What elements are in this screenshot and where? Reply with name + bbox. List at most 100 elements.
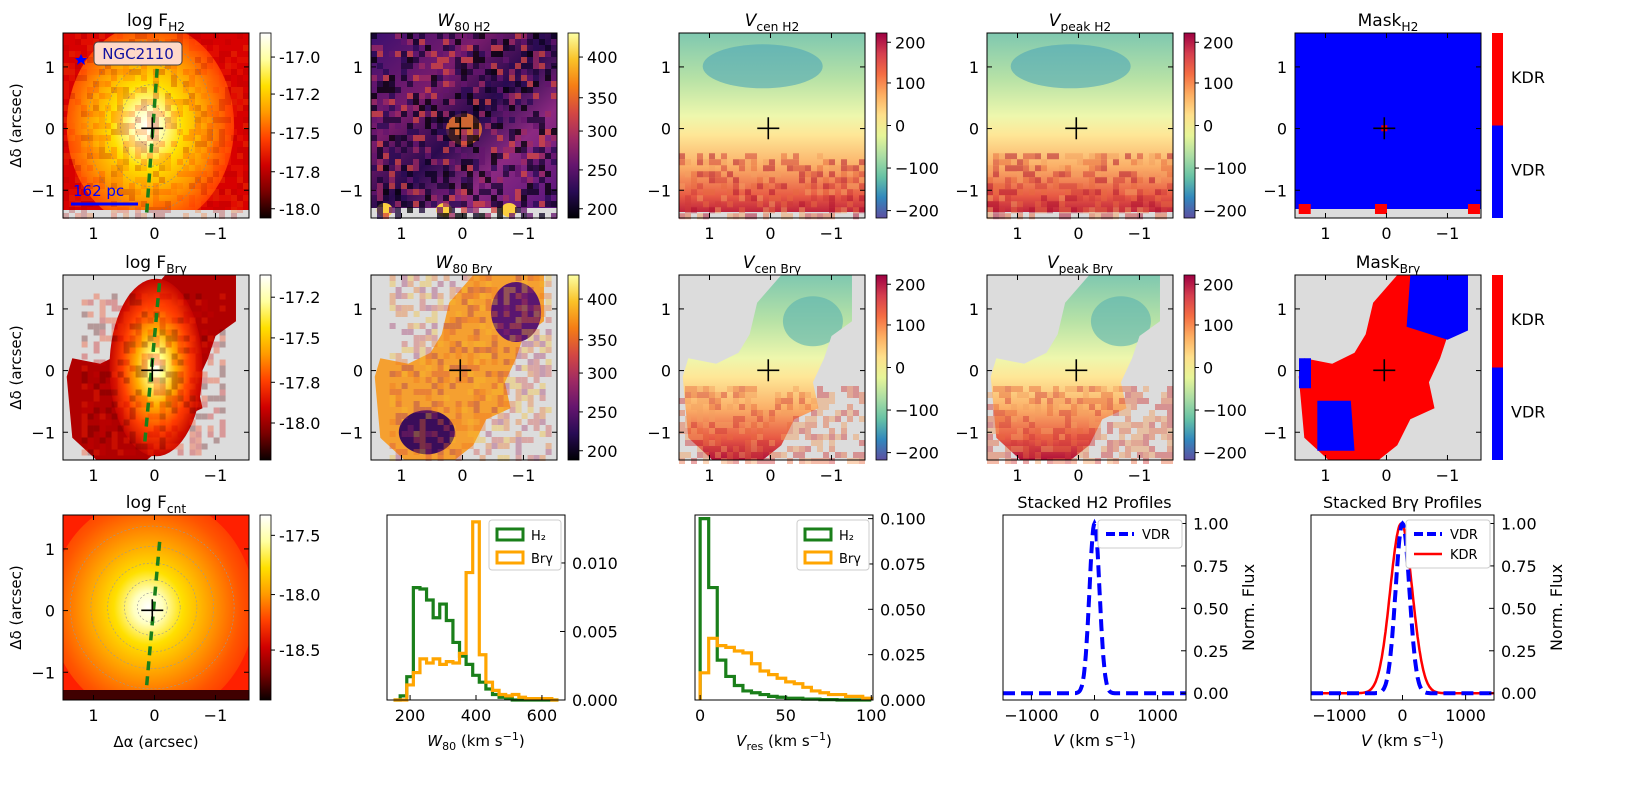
y-tick-label: 0.100 — [880, 510, 926, 529]
axes-frame — [370, 32, 558, 219]
x-tick-label: −1 — [820, 224, 844, 243]
y-tick-label: −1 — [1263, 423, 1287, 442]
y-tick-label: 1 — [1277, 300, 1287, 319]
legend — [796, 519, 870, 571]
colorbar-label: 0 — [895, 359, 905, 378]
colorbar-w80-brg — [567, 274, 580, 461]
x-tick-label: 1 — [88, 466, 98, 485]
x-axis-label: Δα (arcsec) — [113, 733, 198, 751]
x-tick-label: 1 — [704, 466, 714, 485]
axes-frame — [678, 32, 866, 219]
colorbar-label: −100 — [1203, 159, 1247, 178]
map-pixels — [679, 386, 865, 464]
target-label: NGC2110 — [102, 45, 174, 63]
vres_hist-bar-Brγ — [698, 636, 873, 700]
colorbar-label: 300 — [587, 122, 618, 141]
map-pixels — [81, 293, 226, 456]
colorbar-label: 200 — [587, 200, 618, 219]
colorbar-mask-brg — [1492, 275, 1503, 460]
x-tick-label: 200 — [395, 706, 426, 725]
colorbar-label: −200 — [1203, 444, 1247, 463]
axes-frame — [62, 32, 250, 219]
x-tick-label: 0 — [457, 466, 467, 485]
y-tick-label: −1 — [31, 423, 55, 442]
colorbar-vpeak_h2 — [1183, 32, 1196, 219]
colorbar-label: -17.8 — [279, 163, 320, 182]
y-tick-label: 1 — [353, 58, 363, 77]
y-tick-label: −1 — [647, 423, 671, 442]
legend-swatch-Brγ — [803, 550, 833, 565]
legend-label: VDR — [1450, 528, 1478, 543]
y-tick-label: 0.000 — [572, 691, 618, 710]
map-pixels — [679, 153, 865, 220]
x-tick-label: 0 — [149, 466, 159, 485]
x-tick-label: −1 — [512, 224, 536, 243]
legend-label: KDR — [1450, 548, 1478, 563]
colorbar-label: 400 — [587, 48, 618, 67]
x-tick-label: 1 — [88, 224, 98, 243]
x-tick-label: 400 — [461, 706, 492, 725]
x-tick-label: 0 — [149, 224, 159, 243]
colorbar-label: 200 — [895, 275, 926, 294]
colorbar-label: −200 — [895, 202, 939, 221]
panel-title-vpeak_brg: Vpeak Brγ — [1047, 253, 1113, 276]
y-tick-label: 0 — [969, 120, 979, 139]
colorbar-vpeak_brg — [1183, 274, 1196, 461]
x-tick-label: −1 — [1436, 466, 1460, 485]
y-tick-label: 0.010 — [572, 554, 618, 573]
x-tick-label: −1 — [1128, 224, 1152, 243]
axes-frame — [62, 274, 250, 461]
panel-title-mask-brg: MaskBrγ — [1356, 253, 1420, 276]
colorbar-label: -17.5 — [279, 124, 320, 143]
x-tick-label: 0 — [1073, 224, 1083, 243]
colorbar-vcen_brg — [875, 274, 888, 461]
colorbar-label: 250 — [587, 403, 618, 422]
y-tick-label: 0.000 — [880, 691, 926, 710]
colorbar-flux-cnt — [259, 514, 272, 701]
colorbar-label: 0 — [1203, 117, 1213, 136]
x-tick-label: 0 — [765, 224, 775, 243]
colorbar-label: −100 — [895, 401, 939, 420]
colorbar-label-vdr: VDR — [1511, 402, 1545, 421]
x-tick-label: −1000 — [1312, 706, 1366, 725]
y-axis-label: Δδ (arcsec) — [7, 325, 25, 409]
legend-label: Brγ — [839, 552, 861, 567]
colorbar-label: -17.0 — [279, 48, 320, 67]
colorbar-label: 350 — [587, 331, 618, 350]
legend — [488, 519, 562, 571]
colorbar-label: 100 — [895, 316, 926, 335]
panel-title-stacked_brg: Stacked Brγ Profiles — [1323, 493, 1482, 512]
colorbar-label-kdr: KDR — [1511, 310, 1545, 329]
mask-brg-map — [1295, 275, 1481, 460]
x-tick-label: 0 — [765, 466, 775, 485]
y-tick-label: −1 — [955, 423, 979, 442]
colorbar-label: −200 — [895, 444, 939, 463]
y-tick-label: 0.050 — [880, 600, 926, 619]
colorbar-vcen_h2 — [875, 32, 888, 219]
colorbar-label: 200 — [587, 442, 618, 461]
colorbar-label: -17.2 — [279, 85, 320, 104]
x-tick-label: 100 — [856, 706, 887, 725]
legend-label: Brγ — [531, 552, 553, 567]
vpeak_brg-map — [987, 275, 1173, 460]
legend-label: H₂ — [839, 529, 854, 544]
y-tick-label: 1 — [45, 300, 55, 319]
colorbar-label: 0 — [1203, 359, 1213, 378]
colorbar-label: −100 — [895, 159, 939, 178]
colorbar-label: 200 — [1203, 275, 1234, 294]
legend-label: VDR — [1142, 528, 1170, 543]
colorbar-label: -18.0 — [279, 200, 320, 219]
x-axis-label: W80 (km s−1) — [427, 730, 524, 753]
x-axis-label: V (km s−1) — [1053, 730, 1136, 750]
y-tick-label: 0 — [1277, 120, 1287, 139]
y-tick-label: −1 — [955, 181, 979, 200]
y-axis-label: Norm. Flux — [1547, 564, 1566, 651]
colorbar-label-vdr: VDR — [1511, 160, 1545, 179]
colorbar-label: −200 — [1203, 202, 1247, 221]
x-tick-label: −1 — [512, 466, 536, 485]
x-tick-label: 50 — [776, 706, 796, 725]
y-tick-label: 0.025 — [880, 646, 926, 665]
legend-swatch-Brγ — [495, 550, 525, 565]
x-tick-label: 0 — [1381, 466, 1391, 485]
panel-title-w80-brg: W80 Brγ — [436, 253, 493, 276]
